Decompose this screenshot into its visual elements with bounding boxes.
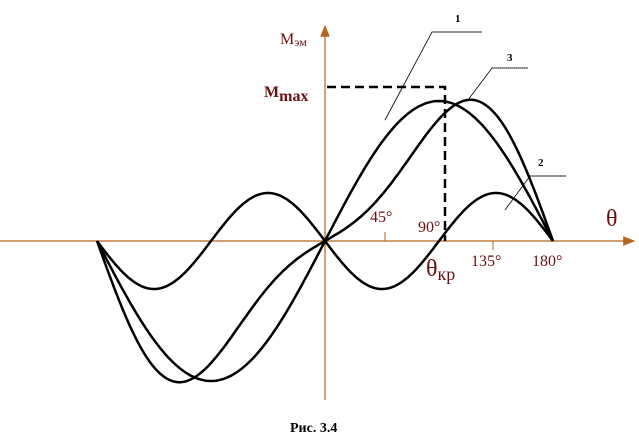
y-label: Mэм [280,31,307,49]
m-max-subscript: max [279,88,308,105]
leader-lines [384,31,566,211]
theta-cr: θкр [426,256,455,284]
curve-label: 3 [507,52,513,64]
curve [95,98,555,384]
y-label-symbol: M [280,31,294,48]
tick-label: 180° [532,253,562,270]
m-max: Mmax [264,84,308,105]
theta-cr-subscript: кр [438,264,456,284]
tick-label: 90° [418,219,440,236]
tick-label: 45° [370,209,392,226]
leader-dots [432,31,566,177]
caption: Рис. 3.4 [290,421,337,436]
curve-label: 2 [538,157,544,169]
x-label: θ [606,206,618,232]
y-label-subscript: эм [294,35,307,49]
m-max-symbol: M [264,84,279,101]
theta-cr-symbol: θ [426,256,438,282]
curves [95,98,555,384]
tick-label: 135° [471,253,501,270]
m-max-guide [327,85,447,241]
curve-label: 1 [455,13,461,25]
